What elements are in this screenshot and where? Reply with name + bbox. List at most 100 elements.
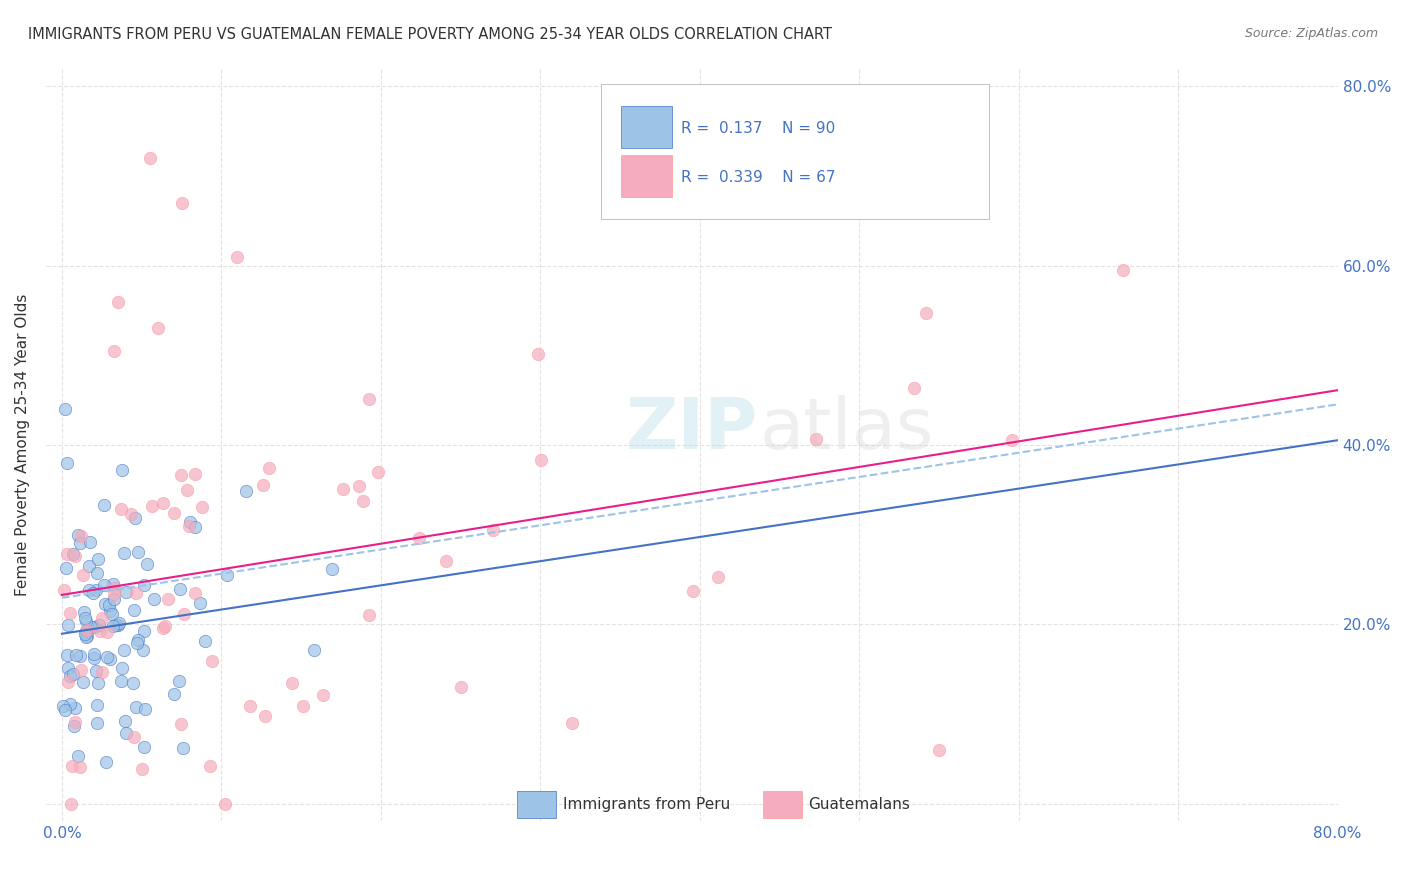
Immigrants from Peru xyxy=(172,740,194,755)
Immigrants from Peru xyxy=(53,402,76,417)
Guatemalans xyxy=(291,698,314,713)
Immigrants from Peru xyxy=(98,604,121,618)
Immigrants from Peru xyxy=(62,547,84,561)
Immigrants from Peru xyxy=(321,562,343,576)
Immigrants from Peru xyxy=(142,592,165,607)
Guatemalans xyxy=(408,531,430,545)
Guatemalans xyxy=(103,343,125,358)
Guatemalans xyxy=(155,618,177,632)
Immigrants from Peru xyxy=(114,714,136,728)
Guatemalans xyxy=(527,347,550,361)
Immigrants from Peru xyxy=(101,607,124,622)
Immigrants from Peru xyxy=(125,636,148,650)
Guatemalans xyxy=(104,581,127,595)
Immigrants from Peru xyxy=(59,668,82,682)
Immigrants from Peru xyxy=(188,596,211,610)
Guatemalans xyxy=(434,554,457,568)
Immigrants from Peru xyxy=(127,545,149,559)
Guatemalans xyxy=(56,547,79,561)
Guatemalans xyxy=(152,621,174,635)
Immigrants from Peru xyxy=(67,749,90,764)
Immigrants from Peru xyxy=(55,456,77,470)
Guatemalans xyxy=(352,494,374,508)
Immigrants from Peru xyxy=(96,650,118,665)
Immigrants from Peru xyxy=(96,756,118,770)
Guatemalans xyxy=(312,688,335,702)
Guatemalans xyxy=(89,624,111,638)
Immigrants from Peru xyxy=(124,700,146,714)
Immigrants from Peru xyxy=(86,665,108,679)
Y-axis label: Female Poverty Among 25-34 Year Olds: Female Poverty Among 25-34 Year Olds xyxy=(15,293,30,596)
Immigrants from Peru xyxy=(114,546,136,560)
Immigrants from Peru xyxy=(107,618,129,632)
Immigrants from Peru xyxy=(169,673,191,688)
Guatemalans xyxy=(110,501,132,516)
Immigrants from Peru xyxy=(63,701,86,715)
Guatemalans xyxy=(125,585,148,599)
Guatemalans xyxy=(804,432,827,446)
Guatemalans xyxy=(141,499,163,513)
Guatemalans xyxy=(214,797,236,811)
Immigrants from Peru xyxy=(82,586,104,600)
Immigrants from Peru xyxy=(73,605,96,619)
Immigrants from Peru xyxy=(79,535,101,549)
Guatemalans xyxy=(239,699,262,714)
Immigrants from Peru xyxy=(77,583,100,598)
Text: Guatemalans: Guatemalans xyxy=(808,797,910,813)
Immigrants from Peru xyxy=(76,629,98,643)
Immigrants from Peru xyxy=(87,551,110,566)
Guatemalans xyxy=(131,762,153,776)
Immigrants from Peru xyxy=(111,661,134,675)
Guatemalans xyxy=(103,587,125,601)
Immigrants from Peru xyxy=(115,585,138,599)
Immigrants from Peru xyxy=(101,576,124,591)
Guatemalans xyxy=(72,568,94,582)
Guatemalans xyxy=(138,151,160,165)
Immigrants from Peru xyxy=(72,675,94,690)
Immigrants from Peru xyxy=(86,698,108,712)
Guatemalans xyxy=(59,607,82,621)
Immigrants from Peru xyxy=(134,578,156,592)
Guatemalans xyxy=(76,623,98,637)
FancyBboxPatch shape xyxy=(602,84,988,219)
Immigrants from Peru xyxy=(75,624,97,638)
Immigrants from Peru xyxy=(98,651,121,665)
Guatemalans xyxy=(357,608,380,623)
Guatemalans xyxy=(96,625,118,640)
Guatemalans xyxy=(152,496,174,510)
Guatemalans xyxy=(63,714,86,729)
Immigrants from Peru xyxy=(217,568,239,582)
Immigrants from Peru xyxy=(75,626,97,640)
Immigrants from Peru xyxy=(302,642,325,657)
Immigrants from Peru xyxy=(127,632,149,647)
Guatemalans xyxy=(90,611,112,625)
Immigrants from Peru xyxy=(84,582,107,597)
Immigrants from Peru xyxy=(75,630,97,644)
FancyBboxPatch shape xyxy=(621,155,672,196)
Immigrants from Peru xyxy=(97,599,120,613)
Guatemalans xyxy=(482,524,505,538)
Immigrants from Peru xyxy=(111,463,134,477)
Guatemalans xyxy=(253,709,276,723)
Immigrants from Peru xyxy=(235,483,257,498)
Guatemalans xyxy=(170,716,193,731)
Immigrants from Peru xyxy=(114,726,136,740)
Guatemalans xyxy=(914,306,936,320)
Guatemalans xyxy=(1001,433,1024,447)
Immigrants from Peru xyxy=(110,673,132,688)
Immigrants from Peru xyxy=(73,611,96,625)
Immigrants from Peru xyxy=(184,519,207,533)
Immigrants from Peru xyxy=(56,648,79,662)
Immigrants from Peru xyxy=(194,634,217,648)
FancyBboxPatch shape xyxy=(517,791,557,818)
Immigrants from Peru xyxy=(65,648,87,662)
Immigrants from Peru xyxy=(55,560,77,574)
Immigrants from Peru xyxy=(121,676,143,690)
Immigrants from Peru xyxy=(169,582,191,597)
Guatemalans xyxy=(70,529,93,543)
Immigrants from Peru xyxy=(83,648,105,662)
Guatemalans xyxy=(170,196,193,211)
Guatemalans xyxy=(52,582,75,597)
Immigrants from Peru xyxy=(162,687,184,701)
Guatemalans xyxy=(191,500,214,515)
